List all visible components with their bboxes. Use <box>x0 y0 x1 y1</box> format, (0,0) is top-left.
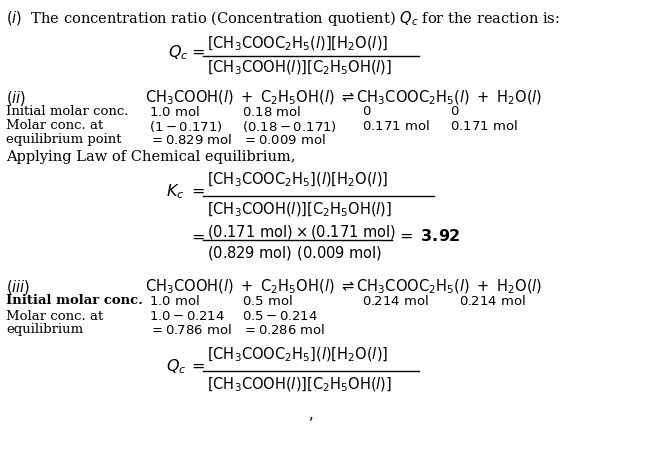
Text: $[\mathrm{CH_3COOC_2H_5}](l)[\mathrm{H_2O}(l)]$: $[\mathrm{CH_3COOC_2H_5}](l)[\mathrm{H_2… <box>207 345 388 364</box>
Text: $=$: $=$ <box>188 43 205 60</box>
Text: $,$: $,$ <box>308 409 314 423</box>
Text: equilibrium point: equilibrium point <box>6 132 121 146</box>
Text: Applying Law of Chemical equilibrium,: Applying Law of Chemical equilibrium, <box>6 151 295 164</box>
Text: $0.171\ \mathrm{mol}$: $0.171\ \mathrm{mol}$ <box>362 119 430 133</box>
Text: $1.0-0.214$: $1.0-0.214$ <box>150 310 225 322</box>
Text: equilibrium: equilibrium <box>6 323 83 337</box>
Text: $[\mathrm{CH_3COOH}(l)][\mathrm{C_2H_5OH}(l)]$: $[\mathrm{CH_3COOH}(l)][\mathrm{C_2H_5OH… <box>207 59 391 77</box>
Text: $0$: $0$ <box>450 105 459 118</box>
Text: $1.0\ \mathrm{mol}$: $1.0\ \mathrm{mol}$ <box>150 294 200 308</box>
Text: $(0.829\ \mathrm{mol})\ (0.009\ \mathrm{mol})$: $(0.829\ \mathrm{mol})\ (0.009\ \mathrm{… <box>207 244 382 262</box>
Text: $0.214\ \mathrm{mol}$: $0.214\ \mathrm{mol}$ <box>362 294 429 308</box>
Text: $=0.786\ \mathrm{mol}$: $=0.786\ \mathrm{mol}$ <box>150 323 233 338</box>
Text: $=\ \mathbf{3.92}$: $=\ \mathbf{3.92}$ <box>396 228 461 245</box>
Text: $(i)$  The concentration ratio (Concentration quotient) $Q_c$ for the reaction i: $(i)$ The concentration ratio (Concentra… <box>6 9 559 28</box>
Text: $=0.829\ \mathrm{mol}$: $=0.829\ \mathrm{mol}$ <box>150 132 233 147</box>
Text: $0$: $0$ <box>362 105 372 118</box>
Text: $=$: $=$ <box>188 228 205 245</box>
Text: $(iii)$: $(iii)$ <box>6 278 30 296</box>
Text: $(1-0.171)$: $(1-0.171)$ <box>150 119 223 134</box>
Text: $0.5\ \mathrm{mol}$: $0.5\ \mathrm{mol}$ <box>242 294 293 308</box>
Text: Initial molar conc.: Initial molar conc. <box>6 105 129 118</box>
Text: $=0.009\ \mathrm{mol}$: $=0.009\ \mathrm{mol}$ <box>242 132 326 147</box>
Text: $1.0\ \mathrm{mol}$: $1.0\ \mathrm{mol}$ <box>150 105 200 119</box>
Text: $[\mathrm{CH_3COOC_2H_5}(l)][\mathrm{H_2O}(l)]$: $[\mathrm{CH_3COOC_2H_5}(l)][\mathrm{H_2… <box>207 34 388 53</box>
Text: $(0.171\ \mathrm{mol})\times(0.171\ \mathrm{mol})$: $(0.171\ \mathrm{mol})\times(0.171\ \mat… <box>207 223 396 241</box>
Text: $0.5-0.214$: $0.5-0.214$ <box>242 310 318 322</box>
Text: $\mathrm{CH_3COOH}(l)\ +\ \mathrm{C_2H_5OH}(l)\ \rightleftharpoons\mathrm{CH_3CO: $\mathrm{CH_3COOH}(l)\ +\ \mathrm{C_2H_5… <box>145 89 542 107</box>
Text: $=$: $=$ <box>188 357 205 374</box>
Text: $[\mathrm{CH_3COOH}(l)][\mathrm{C_2H_5OH}(l)]$: $[\mathrm{CH_3COOH}(l)][\mathrm{C_2H_5OH… <box>207 375 391 393</box>
Text: $[\mathrm{CH_3COOH}(l)][\mathrm{C_2H_5OH}(l)]$: $[\mathrm{CH_3COOH}(l)][\mathrm{C_2H_5OH… <box>207 200 391 218</box>
Text: $=$: $=$ <box>188 182 205 199</box>
Text: $\mathrm{CH_3COOH}(l)\ +\ \mathrm{C_2H_5OH}(l)\ \rightleftharpoons\mathrm{CH_3CO: $\mathrm{CH_3COOH}(l)\ +\ \mathrm{C_2H_5… <box>145 278 542 296</box>
Text: $Q_c$: $Q_c$ <box>168 43 188 62</box>
Text: Molar conc. at: Molar conc. at <box>6 119 103 131</box>
Text: $(0.18-0.171)$: $(0.18-0.171)$ <box>242 119 337 134</box>
Text: $Q_c$: $Q_c$ <box>166 357 186 376</box>
Text: $0.171\ \mathrm{mol}$: $0.171\ \mathrm{mol}$ <box>450 119 517 133</box>
Text: $[\mathrm{CH_3COOC_2H_5}](l)[\mathrm{H_2O}(l)]$: $[\mathrm{CH_3COOC_2H_5}](l)[\mathrm{H_2… <box>207 170 388 189</box>
Text: $=0.286\ \mathrm{mol}$: $=0.286\ \mathrm{mol}$ <box>242 323 325 338</box>
Text: $0.214\ \mathrm{mol}$: $0.214\ \mathrm{mol}$ <box>459 294 526 308</box>
Text: $(ii)$: $(ii)$ <box>6 89 26 107</box>
Text: $0.18\ \mathrm{mol}$: $0.18\ \mathrm{mol}$ <box>242 105 301 119</box>
Text: Molar conc. at: Molar conc. at <box>6 310 103 322</box>
Text: $K_c$: $K_c$ <box>166 182 185 201</box>
Text: Initial molar conc.: Initial molar conc. <box>6 294 143 306</box>
